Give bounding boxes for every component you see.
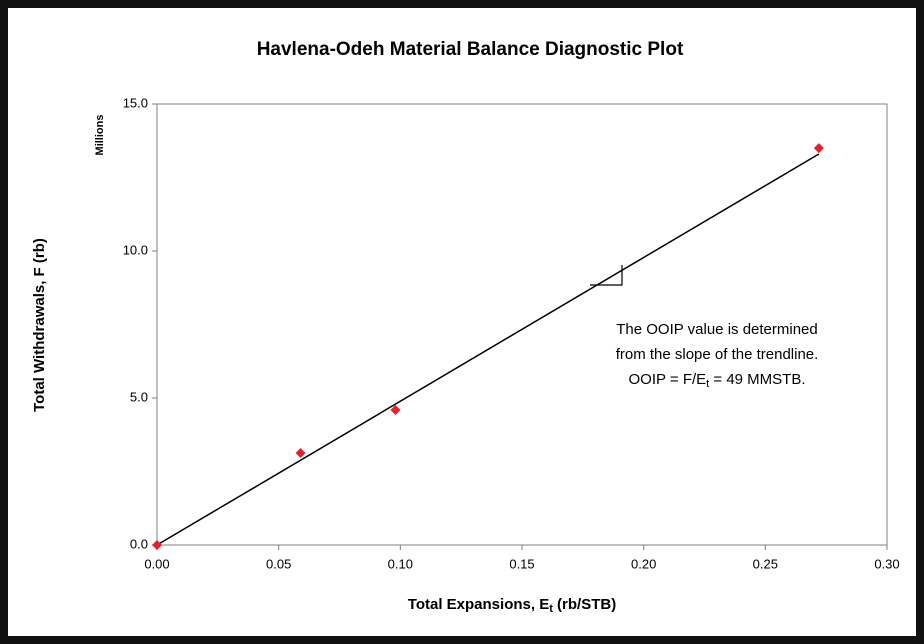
formula-sub: t: [706, 378, 709, 390]
annotation-line: from the slope of the trendline.: [616, 346, 819, 363]
annotation-line: The OOIP value is determined: [616, 321, 818, 338]
x-tick-label: 0.25: [753, 556, 778, 571]
x-axis-label: Total Expansions, Et (rb/STB): [408, 596, 616, 615]
x-label-sub: t: [549, 603, 553, 615]
formula-pre: OOIP = F/E: [628, 371, 706, 388]
chart-title: Havlena-Odeh Material Balance Diagnostic…: [257, 39, 684, 60]
y-axis-label: Total Withdrawals, F (rb): [31, 238, 48, 412]
x-tick-label: 0.00: [144, 556, 169, 571]
x-tick-label: 0.20: [631, 556, 656, 571]
y-tick-label: 0.0: [130, 536, 148, 551]
data-point: [813, 143, 824, 154]
data-point: [390, 405, 401, 416]
data-point: [295, 447, 306, 458]
x-tick-label: 0.15: [509, 556, 534, 571]
data-point: [152, 540, 162, 550]
y-unit-label: Millions: [94, 115, 106, 156]
x-tick-label: 0.10: [388, 556, 413, 571]
annotation-formula: OOIP = F/Et = 49 MMSTB.: [628, 371, 805, 390]
y-tick-label: 5.0: [130, 389, 148, 404]
x-tick-label: 0.05: [266, 556, 291, 571]
formula-post: = 49 MMSTB.: [709, 371, 805, 388]
y-tick-label: 15.0: [123, 95, 148, 110]
x-tick-label: 0.30: [874, 556, 899, 571]
slope-triangle: [590, 265, 623, 286]
x-label-text: Total Expansions, E: [408, 596, 549, 613]
x-label-rest: (rb/STB): [553, 596, 616, 613]
y-tick-label: 10.0: [123, 242, 148, 257]
trendline: [156, 153, 820, 546]
